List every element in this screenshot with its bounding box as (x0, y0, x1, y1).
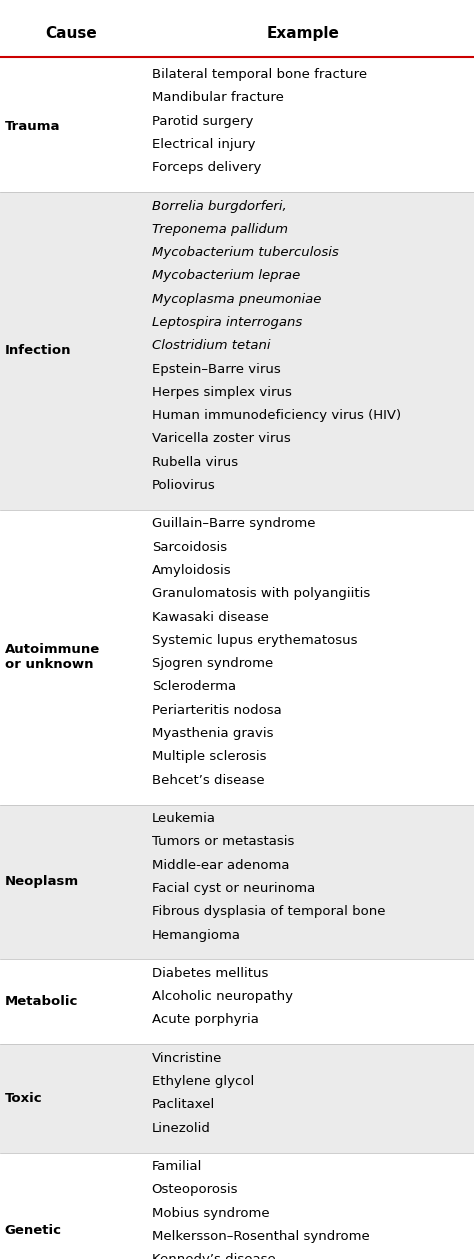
Text: Paclitaxel: Paclitaxel (152, 1098, 215, 1112)
Text: Mycobacterium tuberculosis: Mycobacterium tuberculosis (152, 247, 338, 259)
Text: Treponema pallidum: Treponema pallidum (152, 223, 288, 235)
Text: Amyloidosis: Amyloidosis (152, 564, 231, 577)
Text: Trauma: Trauma (5, 120, 60, 132)
Text: Mobius syndrome: Mobius syndrome (152, 1206, 269, 1220)
Text: Alcoholic neuropathy: Alcoholic neuropathy (152, 990, 292, 1003)
Text: Osteoporosis: Osteoporosis (152, 1183, 238, 1196)
Text: Familial: Familial (152, 1161, 202, 1173)
Text: Scleroderma: Scleroderma (152, 680, 236, 694)
Text: Leukemia: Leukemia (152, 812, 216, 825)
Text: Systemic lupus erythematosus: Systemic lupus erythematosus (152, 633, 357, 647)
Text: Varicella zoster virus: Varicella zoster virus (152, 432, 291, 446)
Text: Bilateral temporal bone fracture: Bilateral temporal bone fracture (152, 68, 367, 81)
Text: Mandibular fracture: Mandibular fracture (152, 92, 283, 104)
Text: Metabolic: Metabolic (5, 996, 78, 1008)
Text: Rubella virus: Rubella virus (152, 456, 238, 468)
Text: Cause: Cause (45, 26, 97, 42)
Text: Poliovirus: Poliovirus (152, 478, 215, 492)
Text: Melkersson–Rosenthal syndrome: Melkersson–Rosenthal syndrome (152, 1230, 369, 1243)
Text: Vincristine: Vincristine (152, 1053, 222, 1065)
Bar (0, 60, 474, 193)
Text: Autoimmune
or unknown: Autoimmune or unknown (5, 643, 100, 671)
Text: Behcet’s disease: Behcet’s disease (152, 773, 264, 787)
Text: Tumors or metastasis: Tumors or metastasis (152, 836, 294, 849)
Bar (0, 191, 474, 510)
Text: Myasthenia gravis: Myasthenia gravis (152, 728, 273, 740)
Text: Infection: Infection (5, 345, 71, 358)
Text: Epstein–Barre virus: Epstein–Barre virus (152, 363, 281, 375)
Bar (0, 1153, 474, 1259)
Bar (0, 959, 474, 1045)
Text: Mycobacterium leprae: Mycobacterium leprae (152, 269, 300, 282)
Text: Sjogren syndrome: Sjogren syndrome (152, 657, 273, 670)
Text: Kawasaki disease: Kawasaki disease (152, 611, 269, 623)
Text: Kennedy’s disease: Kennedy’s disease (152, 1254, 275, 1259)
Text: Middle-ear adenoma: Middle-ear adenoma (152, 859, 289, 871)
Text: Sarcoidosis: Sarcoidosis (152, 541, 227, 554)
Text: Toxic: Toxic (5, 1092, 42, 1105)
Text: Guillain–Barre syndrome: Guillain–Barre syndrome (152, 517, 315, 530)
Text: Forceps delivery: Forceps delivery (152, 161, 261, 174)
Text: Parotid surgery: Parotid surgery (152, 115, 253, 127)
Text: Acute porphyria: Acute porphyria (152, 1013, 258, 1026)
Text: Herpes simplex virus: Herpes simplex virus (152, 385, 292, 399)
Text: Facial cyst or neurinoma: Facial cyst or neurinoma (152, 883, 315, 895)
Text: Granulomatosis with polyangiitis: Granulomatosis with polyangiitis (152, 587, 370, 601)
Text: Clostridium tetani: Clostridium tetani (152, 339, 270, 353)
Bar (0, 1045, 474, 1153)
Text: Diabetes mellitus: Diabetes mellitus (152, 967, 268, 980)
Text: Neoplasm: Neoplasm (5, 875, 79, 889)
Text: Periarteritis nodosa: Periarteritis nodosa (152, 704, 282, 716)
Text: Hemangioma: Hemangioma (152, 929, 241, 942)
Text: Leptospira interrogans: Leptospira interrogans (152, 316, 302, 329)
Text: Ethylene glycol: Ethylene glycol (152, 1075, 254, 1088)
Text: Human immunodeficiency virus (HIV): Human immunodeficiency virus (HIV) (152, 409, 401, 422)
Bar (0, 510, 474, 805)
Text: Mycoplasma pneumoniae: Mycoplasma pneumoniae (152, 292, 321, 306)
Text: Multiple sclerosis: Multiple sclerosis (152, 750, 266, 763)
Text: Example: Example (267, 26, 340, 42)
Bar (0, 805, 474, 959)
Text: Genetic: Genetic (5, 1224, 62, 1236)
Text: Fibrous dysplasia of temporal bone: Fibrous dysplasia of temporal bone (152, 905, 385, 918)
Text: Electrical injury: Electrical injury (152, 138, 255, 151)
Text: Linezolid: Linezolid (152, 1122, 210, 1134)
Text: Borrelia burgdorferi,: Borrelia burgdorferi, (152, 200, 286, 213)
